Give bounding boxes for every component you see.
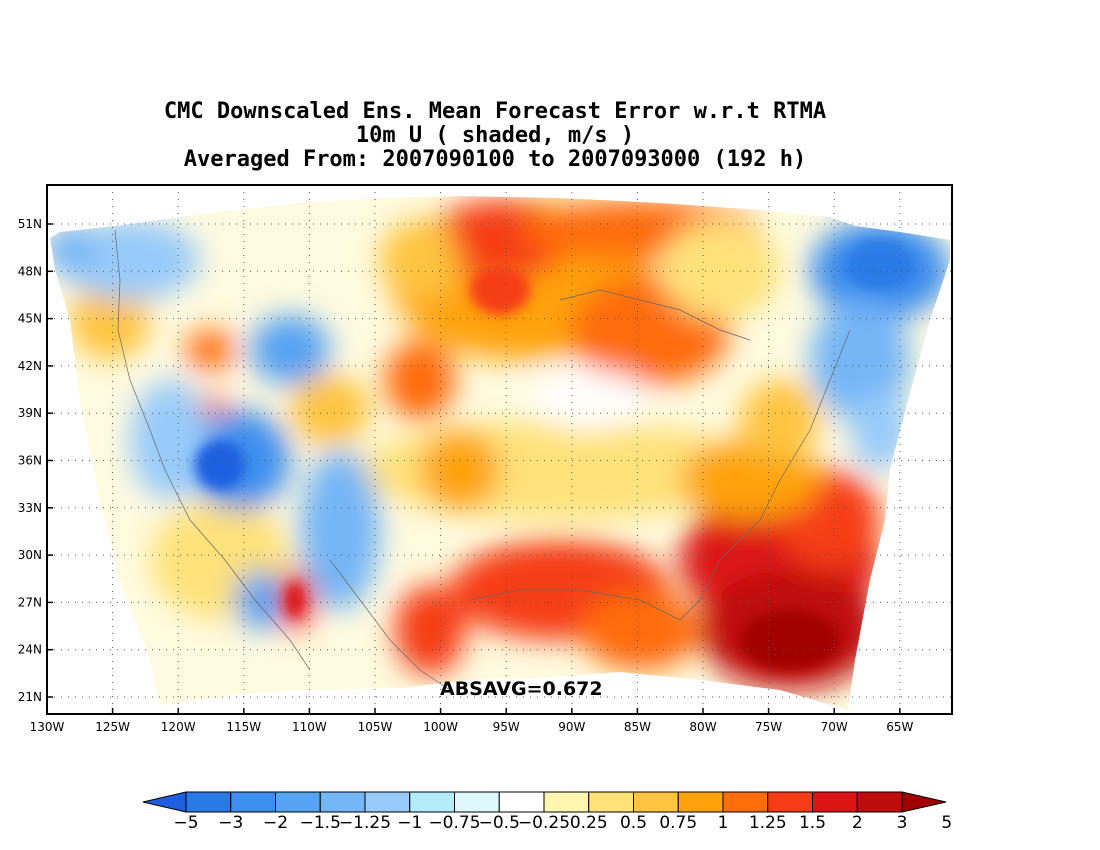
colorbar-box [364,791,411,813]
longitude-labels: 130W 125W 120W 115W 110W 105W 100W 95W 90W 85W 80W… [30,720,914,734]
colorbar-arrow-high [901,791,947,813]
colorbar-label: 1.25 [749,813,787,833]
colorbar-box [767,791,813,813]
colorbar-arrow-low [142,791,187,813]
colorbar-box [409,791,455,813]
colorbar-label: −0.5 [479,813,520,833]
colorbar-label: −0.25 [518,813,570,833]
colorbar-box [677,791,724,813]
lon-tick-label: 120W [161,720,196,734]
colorbar-label: −1.25 [339,813,391,833]
title-line-3: Averaged From: 2007090100 to 2007093000 … [183,147,807,172]
colorbar-label: 3 [897,813,908,833]
colorbar-label: −3 [218,813,243,833]
colorbar-box [633,791,679,813]
colorbar-box [319,791,366,813]
lon-tick-label: 105W [358,720,393,734]
lat-tick-label: 27N [18,595,42,609]
plot-frame [46,184,953,715]
lon-tick-label: 125W [95,720,130,734]
map-title: CMC Downscaled Ens. Mean Forecast Error … [0,100,990,172]
lat-tick-label: 21N [18,690,42,704]
latitude-labels: 51N 48N 45N 42N 39N 36N 33N 30N 27N 24N 21N [18,217,42,704]
shaded-field [50,196,950,710]
colorbar-label: 0.25 [570,813,608,833]
colorbar-label: 0.5 [620,813,647,833]
lon-tick-label: 95W [493,720,520,734]
lon-tick-label: 80W [689,720,716,734]
lat-tick-label: 24N [18,643,42,657]
colorbar-label: 2 [852,813,863,833]
lat-tick-label: 30N [18,548,42,562]
colorbar-box [543,791,590,813]
lon-tick-label: 85W [624,720,651,734]
colorbar-label: −1.5 [300,813,341,833]
title-line-1: CMC Downscaled Ens. Mean Forecast Error … [163,99,827,124]
lon-tick-label: 90W [558,720,585,734]
lon-tick-label: 70W [821,720,848,734]
lat-tick-label: 39N [18,406,42,420]
colorbar-box [588,791,634,813]
lon-tick-label: 130W [30,720,65,734]
colorbar-label: −2 [263,813,288,833]
lat-tick-label: 42N [18,359,42,373]
colorbar-box [856,791,903,813]
title-line-2: 10m U ( shaded, m/s ) [355,123,635,148]
colorbar-label: 1.5 [799,813,826,833]
coastlines [114,229,851,691]
lat-tick-label: 51N [18,217,42,231]
colorbar-box [275,791,321,813]
colorbar-label: −0.75 [428,813,480,833]
colorbar-label: −1 [397,813,422,833]
lon-tick-label: 110W [292,720,327,734]
lat-tick-label: 45N [18,312,42,326]
colorbar-box [454,791,500,813]
lon-tick-label: 100W [423,720,458,734]
absavg-label: ABSAVG=0.672 [440,678,603,700]
colorbar: −5 −3 −2 −1.5−1.25 −1 −0.75−0.5−0.25 0.25 0.5 0.… [142,791,952,833]
colorbar-label: 5 [941,813,952,833]
colorbar-label: 1 [718,813,729,833]
lon-tick-label: 115W [226,720,261,734]
colorbar-box [230,791,276,813]
colorbar-box [722,791,769,813]
lon-tick-label: 75W [755,720,782,734]
colorbar-label: −5 [173,813,198,833]
lon-tick-label: 65W [886,720,913,734]
colorbar-box [812,791,858,813]
colorbar-label: 0.75 [659,813,697,833]
lat-tick-label: 36N [18,454,42,468]
lat-tick-label: 33N [18,501,42,515]
colorbar-box [185,791,232,813]
colorbar-box [498,791,545,813]
lat-tick-label: 48N [18,264,42,278]
